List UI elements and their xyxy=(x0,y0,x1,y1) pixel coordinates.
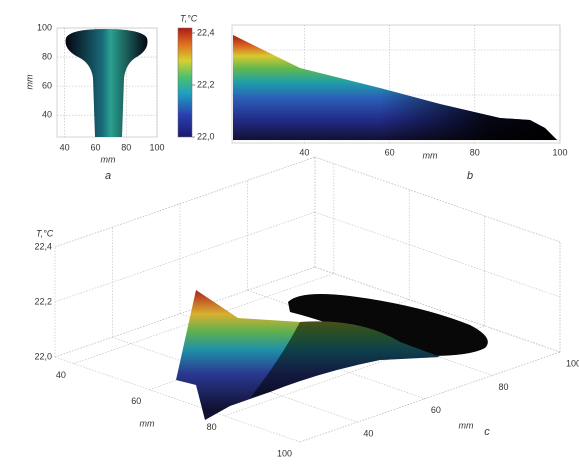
grid-line xyxy=(314,156,561,243)
grid-line xyxy=(73,273,334,364)
box-edge xyxy=(54,156,316,248)
x-tick-label: 100 xyxy=(149,142,164,152)
x-axis-label: mm xyxy=(423,150,438,160)
y-tick-label: 40 xyxy=(363,429,373,439)
x-tick-label: 80 xyxy=(121,142,131,152)
x-tick-label: 80 xyxy=(207,422,217,432)
back-surface xyxy=(288,294,488,356)
x-tick-label: 40 xyxy=(56,370,66,380)
caption: c xyxy=(484,426,490,438)
caption: a xyxy=(105,170,111,182)
y-tick-label: 80 xyxy=(498,382,508,392)
grid-line xyxy=(314,211,561,298)
grid-line xyxy=(54,266,316,358)
y-tick-label: 60 xyxy=(42,81,52,91)
x-tick-label: 60 xyxy=(385,147,395,157)
box-edge xyxy=(54,356,301,443)
colorbar-title: T,°C xyxy=(180,13,198,23)
x-axis-label: mm xyxy=(101,154,116,164)
caption: b xyxy=(467,170,473,182)
y-tick-label: 40 xyxy=(42,110,52,120)
z-tick-label: 22,0 xyxy=(34,351,52,361)
x-axis-label: mm xyxy=(140,418,155,428)
grid-line xyxy=(54,156,316,248)
x-tick-label: 40 xyxy=(299,147,309,157)
surface-shade xyxy=(233,35,557,140)
x-tick-label: 100 xyxy=(552,147,567,157)
y-axis-label: mm xyxy=(24,74,34,89)
x-tick-label: 60 xyxy=(90,142,100,152)
y-axis-label: mm xyxy=(459,420,474,430)
grid-line xyxy=(314,266,561,353)
grid-line xyxy=(54,211,316,303)
x-tick-label: 100 xyxy=(277,448,292,458)
colorbar-tick-label: 22,2 xyxy=(197,79,215,89)
x-tick-label: 40 xyxy=(60,142,70,152)
z-tick-label: 22,4 xyxy=(34,241,52,251)
label-layer: 40 60 80 100 40 60 80 100 mm mm a 40 60 80 100 22,0 22,2… xyxy=(24,13,579,458)
y-tick-label: 100 xyxy=(566,358,579,368)
rail-section xyxy=(65,29,148,137)
plot-frame xyxy=(231,24,561,144)
colorbar-tick-label: 22,0 xyxy=(197,131,215,141)
y-tick-label: 100 xyxy=(37,22,52,32)
z-axis-label: T,°C xyxy=(36,228,54,238)
z-tick-label: 22,2 xyxy=(34,296,52,306)
colorbar-tick-label: 22,4 xyxy=(197,27,215,37)
x-tick-label: 80 xyxy=(470,147,480,157)
grid-line xyxy=(299,351,561,443)
x-tick-label: 60 xyxy=(131,396,141,406)
y-tick-label: 80 xyxy=(42,51,52,61)
y-tick-label: 60 xyxy=(431,405,441,415)
colorbar xyxy=(177,27,193,138)
front-surface-dark xyxy=(250,321,440,398)
